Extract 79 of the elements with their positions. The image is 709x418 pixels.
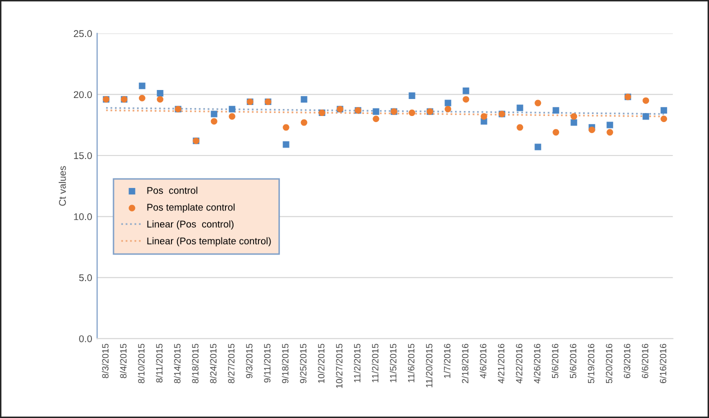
x-tick-label: 8/14/2015 bbox=[174, 344, 181, 384]
x-tick-label: 9/25/2015 bbox=[300, 344, 306, 384]
x-tick-label: 9/11/2015 bbox=[264, 344, 270, 383]
x-tick-label: 4/22/2016 bbox=[516, 344, 522, 384]
point bbox=[210, 110, 218, 118]
point bbox=[228, 113, 236, 120]
point bbox=[210, 118, 218, 125]
x-tick-label: 11/2/2015 bbox=[372, 344, 378, 382]
point bbox=[444, 100, 452, 106]
point bbox=[300, 96, 308, 103]
point bbox=[552, 107, 560, 114]
x-tick-label: 10/27/2015 bbox=[336, 344, 342, 388]
point bbox=[642, 97, 650, 104]
x-tick-label: 8/4/2015 bbox=[120, 344, 127, 378]
legend-label: Pos control bbox=[147, 186, 198, 194]
point bbox=[282, 124, 290, 131]
x-tick-label: 6/16/2016 bbox=[660, 344, 666, 384]
y-tick-label: 0.0 bbox=[79, 335, 92, 342]
x-tick-label: 4/26/2016 bbox=[534, 344, 540, 384]
x-tick-label: 8/10/2015 bbox=[138, 344, 145, 384]
point bbox=[606, 129, 614, 136]
point bbox=[462, 96, 470, 103]
y-tick-label: 25.0 bbox=[74, 30, 92, 38]
x-tick-label: 4/6/2016 bbox=[480, 344, 486, 378]
x-tick-label: 8/11/2015 bbox=[156, 344, 163, 383]
x-tick-label: 2/18/2016 bbox=[462, 344, 468, 384]
point bbox=[372, 116, 380, 122]
x-tick-label: 1/7/2016 bbox=[444, 344, 450, 378]
point bbox=[570, 113, 578, 120]
point bbox=[534, 100, 542, 106]
x-tick-label: 5/19/2016 bbox=[588, 344, 594, 384]
x-tick-label: 5/6/2016 bbox=[552, 344, 558, 378]
y-tick-label: 5.0 bbox=[79, 274, 92, 282]
point bbox=[570, 119, 578, 126]
x-tick-label: 8/3/2015 bbox=[102, 344, 109, 378]
point bbox=[138, 94, 146, 102]
point bbox=[660, 116, 668, 122]
y-tick-label: 15.0 bbox=[74, 152, 92, 160]
x-tick-label: 6/6/2016 bbox=[642, 344, 648, 378]
x-tick-label: 10/2/2015 bbox=[318, 344, 324, 383]
x-tick-label: 11/5/2015 bbox=[390, 344, 396, 382]
x-tick-label: 8/27/2015 bbox=[228, 344, 234, 384]
point bbox=[588, 126, 596, 134]
y-tick-label: 10.0 bbox=[74, 213, 92, 220]
point bbox=[372, 108, 380, 115]
point bbox=[606, 122, 614, 128]
point bbox=[408, 92, 416, 99]
point bbox=[228, 106, 236, 112]
legend-label: Linear (Pos control) bbox=[147, 220, 234, 230]
x-tick-label: 4/21/2016 bbox=[498, 344, 504, 384]
point bbox=[282, 141, 290, 148]
x-tick-label: 11/20/2015 bbox=[426, 344, 432, 388]
x-tick-label: 9/18/2015 bbox=[282, 344, 288, 384]
legend-label: Linear (Pos template control) bbox=[147, 237, 271, 246]
x-tick-label: 9/3/2015 bbox=[246, 344, 252, 378]
y-axis-title: Ct values bbox=[58, 166, 66, 206]
x-tick-label: 6/3/2016 bbox=[624, 344, 630, 378]
point bbox=[480, 113, 488, 120]
point bbox=[642, 113, 650, 120]
point bbox=[408, 110, 416, 116]
x-tick-label: 5/20/2016 bbox=[606, 344, 612, 384]
point bbox=[300, 119, 308, 126]
legend-label: Pos template control bbox=[147, 204, 235, 213]
x-tick-label: 8/18/2015 bbox=[192, 344, 199, 384]
point bbox=[534, 144, 542, 150]
point bbox=[660, 107, 668, 114]
point bbox=[516, 124, 524, 131]
point bbox=[156, 96, 164, 103]
x-tick-label: 11/6/2015 bbox=[408, 344, 414, 382]
point bbox=[516, 104, 524, 112]
point bbox=[462, 88, 470, 94]
y-tick-label: 20.0 bbox=[74, 91, 92, 98]
point bbox=[552, 129, 560, 136]
x-tick-label: 11/2/2015 bbox=[354, 344, 360, 382]
point bbox=[156, 90, 164, 97]
point bbox=[138, 82, 146, 90]
point bbox=[444, 106, 452, 112]
x-tick-label: 8/24/2015 bbox=[210, 344, 216, 384]
x-tick-label: 5/6/2016 bbox=[570, 344, 576, 378]
